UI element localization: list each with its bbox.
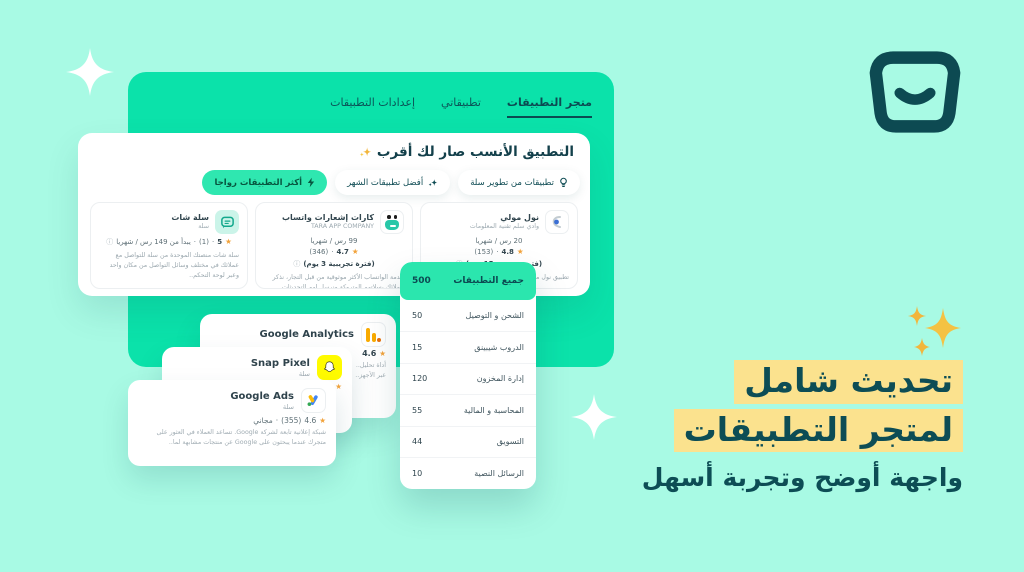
category-shipping[interactable]: الشحن و التوصيل 50 [412,311,524,321]
app-description: أداة تحليل.. عبر الأجهز.. [355,362,386,380]
app-vendor: سلة [298,369,310,378]
filter-label: تطبيقات من تطوير سلة [470,177,554,188]
info-icon: ⓘ [293,259,301,268]
filter-label: أفضل تطبيقات الشهر [347,177,424,188]
salla-logo-icon [869,51,961,133]
star-icon: ★ [319,416,326,425]
app-rating: ★ 4.6 [362,349,386,358]
headline-line-2: لمتجر التطبيقات [673,408,963,453]
app-title: Google Ads [230,390,294,402]
tab-app-settings[interactable]: إعدادات التطبيقات [330,96,416,109]
app-rating: ★ 5 · (1) · يبدأ من 149 رس / شهريا ⓘ [106,237,232,246]
filter-salla-developed[interactable]: تطبيقات من تطوير سلة [458,170,580,195]
star-icon: ★ [379,349,386,358]
snap-pixel-icon [317,355,342,380]
info-icon: ⓘ [106,237,114,246]
white-sparkle-icon [66,48,114,96]
app-trial: (فترة تجريبية 3 يوم) ⓘ [293,259,375,268]
category-count: 500 [412,276,431,286]
sparkle-icon [359,146,372,157]
app-rating: ★ 4.8 · (153) [474,247,524,256]
hero-title: التطبيق الأنسب صار لك أقرب [359,144,574,160]
category-sms[interactable]: الرسائل النصية 10 [400,456,536,488]
app-title: Snap Pixel [250,357,310,369]
category-inventory[interactable]: إدارة المخزون 120 [400,362,536,394]
category-marketing[interactable]: التسويق 44 [400,425,536,457]
app-title: نول مولي [500,212,539,222]
nol-moli-app-icon [545,210,569,234]
promo-headline: تحديث شامل لمتجر التطبيقات واجهة أوضح وت… [638,360,963,492]
app-vendor: سلة [198,223,209,231]
categories-panel: جميع التطبيقات 500 الشحن و التوصيل 50 الد… [400,262,536,489]
app-card-salla-chat[interactable]: سلة شات سلة ★ 5 · (1) · يبدأ من 149 رس /… [90,202,248,289]
app-description: خدمة الواتساب الأكثر موثوقية من قبل التج… [272,273,404,289]
store-tabs: متجر التطبيقات تطبيقاتي إعدادات التطبيقا… [330,96,592,118]
app-card-google-ads[interactable]: Google Ads سلة ★ 4.6 (355) · مجاني شبكة … [128,380,336,466]
lamp-icon [560,177,567,187]
filter-pills: تطبيقات من تطوير سلة أفضل تطبيقات الشهر … [202,170,580,195]
app-vendor: وادي سلم تقنية المعلومات [469,223,539,231]
star-icon: ★ [335,382,342,391]
app-price: 99 رس / شهريا [310,236,358,245]
lightning-icon [307,177,315,188]
google-analytics-icon [361,322,386,347]
app-rating: ★ 4.6 (355) · مجاني [253,416,326,425]
category-label: جميع التطبيقات [453,276,524,286]
filter-best-of-month[interactable]: أفضل تطبيقات الشهر [335,170,451,195]
sparkles-icon [428,178,438,186]
app-title: سلة شات [171,212,209,222]
app-title: كارات إشعارات واتساب [281,212,374,222]
karat-whatsapp-app-icon [380,210,404,234]
star-icon: ★ [225,237,232,246]
gold-sparkles-icon [908,306,961,356]
app-price: 20 رس / شهريا [475,236,523,245]
tab-app-store[interactable]: متجر التطبيقات [506,96,592,118]
subheadline: واجهة أوضح وتجربة أسهل [641,463,963,493]
category-accounting[interactable]: المحاسبة و المالية 55 [400,394,536,425]
white-sparkle-icon [571,394,617,440]
app-description: شبكة إعلانية تابعة لشركة Google. تساعد ا… [156,429,326,447]
app-title: Google Analytics [259,329,354,340]
salla-chat-app-icon [215,210,239,234]
headline-line-1: تحديث شامل [734,360,963,404]
star-icon: ★ [516,247,524,256]
category-dropshipping[interactable]: الدروب شيبينق 15 [400,331,536,362]
app-description: سلة شات منصتك الموحدة من سلة للتواصل مع … [109,251,239,279]
google-ads-icon [301,388,326,413]
app-rating: ★ 4.7 · (346) [309,247,359,256]
app-card-karat-whatsapp[interactable]: كارات إشعارات واتساب TARA APP COMPANY 99… [255,202,413,289]
star-icon: ★ [351,247,359,256]
category-all-apps[interactable]: جميع التطبيقات 500 [400,262,536,300]
app-vendor: سلة [282,402,294,411]
filter-label: أكثر التطبيقات رواجا [214,177,303,188]
hero-title-text: التطبيق الأنسب صار لك أقرب [376,144,574,160]
app-vendor: TARA APP COMPANY [310,223,374,231]
filter-most-popular[interactable]: أكثر التطبيقات رواجا [202,170,328,195]
tab-my-apps[interactable]: تطبيقاتي [441,96,481,109]
